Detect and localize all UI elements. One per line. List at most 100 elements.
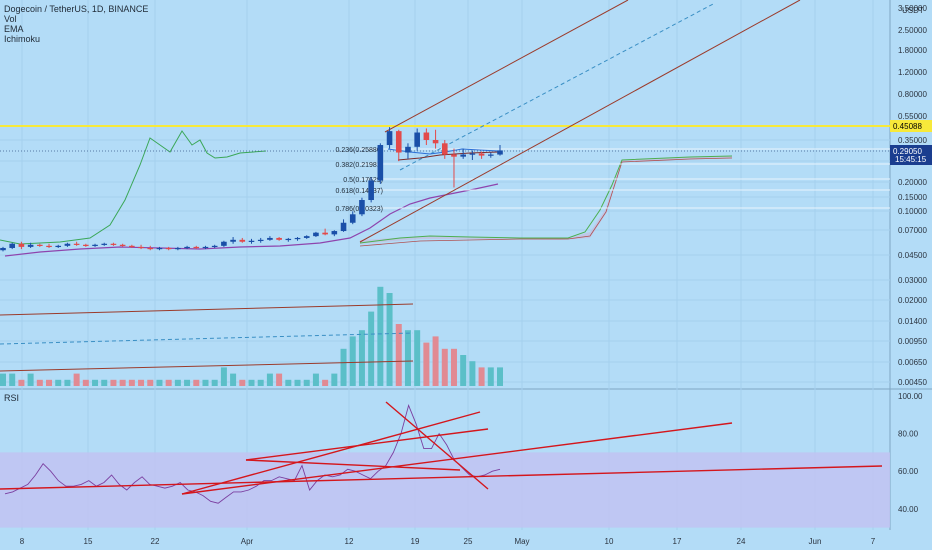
candle-body bbox=[451, 154, 457, 157]
volume-bar bbox=[248, 379, 255, 386]
volume-bar bbox=[73, 373, 80, 386]
currency-unit: USDT bbox=[902, 6, 924, 15]
volume-bar bbox=[211, 379, 218, 386]
candle-body bbox=[460, 154, 466, 157]
time-tick-label: 22 bbox=[151, 537, 160, 546]
volume-bar bbox=[0, 373, 6, 386]
candle-body bbox=[349, 214, 356, 223]
price-tick-label: 0.20000 bbox=[898, 178, 927, 187]
candle-body bbox=[395, 131, 402, 153]
time-tick-label: Jun bbox=[809, 537, 822, 546]
volume-bar bbox=[257, 379, 264, 386]
price-tick-label: 0.80000 bbox=[898, 90, 927, 99]
volume-bar bbox=[27, 373, 34, 386]
time-tick-label: Apr bbox=[241, 537, 254, 546]
countdown-label: 15:45:15 bbox=[895, 155, 927, 164]
candle-body bbox=[257, 239, 264, 242]
candle-body bbox=[73, 243, 80, 245]
volume-bar bbox=[64, 379, 71, 386]
volume-bar bbox=[377, 286, 384, 386]
candle-body bbox=[441, 143, 448, 155]
candle-body bbox=[92, 244, 98, 246]
channel-lower-line bbox=[359, 0, 801, 243]
volume-bar bbox=[349, 336, 356, 386]
price-tick-label: 3.50000 bbox=[898, 4, 927, 13]
ichimoku-span-a bbox=[359, 155, 733, 244]
volume-bar bbox=[230, 373, 237, 386]
legend-ema[interactable]: EMA bbox=[4, 24, 24, 34]
rsi-trendline bbox=[245, 459, 461, 471]
candle-body bbox=[129, 245, 135, 248]
candle-body bbox=[184, 246, 190, 249]
rsi-tick-label: 40.00 bbox=[898, 505, 919, 514]
volume-trendline bbox=[0, 303, 414, 316]
channel-mid-line bbox=[399, 2, 716, 171]
volume-bar bbox=[46, 379, 53, 386]
volume-bar bbox=[285, 379, 292, 386]
ichimoku-lagging-span bbox=[0, 130, 267, 245]
volume-bar bbox=[193, 379, 200, 386]
time-tick-label: 25 bbox=[464, 537, 473, 546]
chart-legend: Dogecoin / TetherUS, 1D, BINANCE Vol EMA… bbox=[4, 4, 148, 44]
price-tick-label: 0.03000 bbox=[898, 276, 927, 285]
price-tick-label: 0.00650 bbox=[898, 358, 927, 367]
time-tick-label: 7 bbox=[871, 537, 876, 546]
legend-ichimoku[interactable]: Ichimoku bbox=[4, 34, 41, 44]
time-tick-label: 12 bbox=[345, 537, 354, 546]
rsi-tick-label: 100.00 bbox=[898, 392, 923, 401]
price-tick-label: 0.07000 bbox=[898, 226, 927, 235]
rsi-trendline bbox=[181, 422, 733, 495]
volume-bar bbox=[450, 348, 457, 386]
price-tick-label: 0.35000 bbox=[898, 136, 927, 145]
fib-level-label: 0.5(0.17629) bbox=[343, 177, 383, 184]
volume-bar bbox=[312, 373, 319, 386]
time-axis bbox=[0, 530, 932, 550]
volume-bar bbox=[478, 367, 485, 386]
volume-bar bbox=[156, 379, 163, 386]
candle-body bbox=[119, 244, 126, 246]
candle-body bbox=[248, 240, 255, 242]
kijun-line bbox=[397, 151, 499, 161]
candle-body bbox=[294, 237, 301, 240]
candle-body bbox=[230, 239, 236, 242]
candle-body bbox=[64, 243, 71, 246]
price-tick-label: 1.20000 bbox=[898, 68, 927, 77]
time-tick-label: 24 bbox=[737, 537, 746, 546]
candle-body bbox=[359, 200, 365, 215]
volume-bar bbox=[368, 311, 375, 386]
volume-bar bbox=[18, 379, 25, 386]
candle-body bbox=[331, 231, 338, 235]
symbol-title[interactable]: Dogecoin / TetherUS, 1D, BINANCE bbox=[4, 4, 149, 14]
price-tick-label: 0.00450 bbox=[898, 378, 927, 387]
volume-bar bbox=[266, 373, 273, 386]
volume-bar bbox=[331, 373, 338, 386]
candle-body bbox=[322, 232, 328, 235]
candle-body bbox=[27, 244, 34, 247]
candle-body bbox=[285, 238, 292, 241]
time-tick-label: May bbox=[514, 537, 529, 546]
candle-body bbox=[478, 153, 485, 156]
candle-body bbox=[276, 237, 282, 240]
time-tick-label: 19 bbox=[411, 537, 420, 546]
candle-body bbox=[313, 232, 319, 237]
candle-body bbox=[487, 154, 494, 156]
candle-body bbox=[469, 153, 476, 155]
volume-bar bbox=[101, 379, 108, 386]
volume-bar bbox=[239, 379, 246, 386]
legend-vol[interactable]: Vol bbox=[4, 14, 17, 24]
channel-upper-line bbox=[384, 0, 629, 133]
candle-body bbox=[211, 245, 218, 248]
rsi-trendline bbox=[181, 411, 481, 495]
volume-bar bbox=[147, 379, 154, 386]
fib-level-label: 0.236(0.25880) bbox=[336, 147, 383, 154]
volume-bar bbox=[9, 373, 16, 386]
price-pane bbox=[0, 0, 890, 388]
candle-body bbox=[101, 243, 108, 245]
candle-body bbox=[423, 132, 430, 140]
volume-bar bbox=[55, 379, 62, 386]
volume-bar bbox=[358, 330, 365, 386]
candle-body bbox=[414, 132, 420, 147]
price-tick-label: 0.15000 bbox=[898, 193, 927, 202]
